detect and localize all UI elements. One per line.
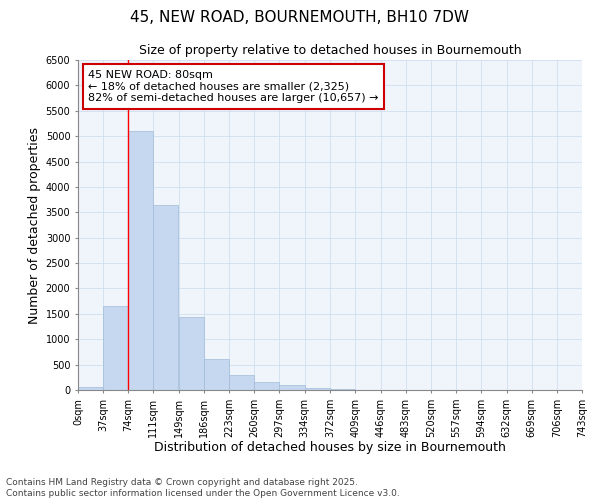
Bar — [204, 359, 229, 390]
Text: 45 NEW ROAD: 80sqm
← 18% of detached houses are smaller (2,325)
82% of semi-deta: 45 NEW ROAD: 80sqm ← 18% of detached hou… — [88, 70, 379, 103]
Bar — [78, 388, 103, 390]
Bar — [103, 306, 128, 390]
Bar — [128, 131, 153, 390]
Y-axis label: Number of detached properties: Number of detached properties — [28, 126, 41, 324]
Bar — [280, 385, 305, 390]
Text: 45, NEW ROAD, BOURNEMOUTH, BH10 7DW: 45, NEW ROAD, BOURNEMOUTH, BH10 7DW — [131, 10, 470, 25]
Bar — [331, 389, 355, 390]
Bar — [229, 375, 254, 390]
Bar — [305, 388, 329, 390]
Bar — [254, 382, 280, 390]
X-axis label: Distribution of detached houses by size in Bournemouth: Distribution of detached houses by size … — [154, 442, 506, 454]
Title: Size of property relative to detached houses in Bournemouth: Size of property relative to detached ho… — [139, 44, 521, 58]
Bar — [179, 318, 204, 390]
Bar — [153, 204, 178, 390]
Text: Contains HM Land Registry data © Crown copyright and database right 2025.
Contai: Contains HM Land Registry data © Crown c… — [6, 478, 400, 498]
